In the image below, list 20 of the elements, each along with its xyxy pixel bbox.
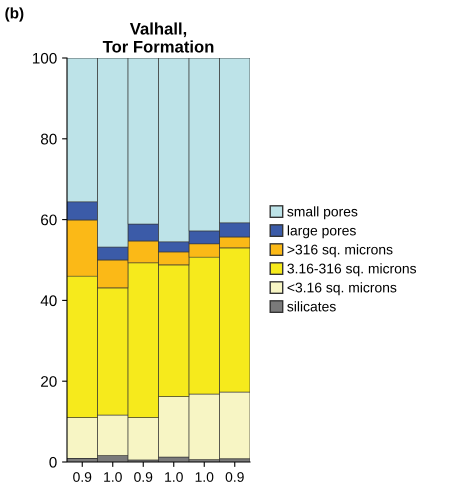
x-tick-label: 1.0 xyxy=(104,472,122,482)
legend-label: silicates xyxy=(287,301,336,312)
legend-label: large pores xyxy=(288,225,356,238)
legend-label: <3.16 sq. microns xyxy=(288,282,396,296)
x-tick-label: 0.9 xyxy=(226,472,244,482)
legend-label: >316 sq. microns xyxy=(288,244,393,258)
legend-label: 3.16-316 sq. microns xyxy=(287,263,416,276)
chart-title: Valhall, Tor Formation xyxy=(102,22,214,53)
y-tick-label: 80 xyxy=(40,134,57,144)
x-tick-label: 1.0 xyxy=(196,472,214,482)
x-tick-label: 0.9 xyxy=(73,472,92,482)
y-tick-label: 0 xyxy=(49,456,57,468)
y-tick-label: 40 xyxy=(40,295,57,306)
y-tick-label: 20 xyxy=(41,376,57,387)
y-tick-label: 100 xyxy=(32,52,57,64)
text: (b) xyxy=(5,7,24,22)
legend-label: small pores xyxy=(287,206,358,220)
x-tick-label: 1.0 xyxy=(165,472,183,482)
x-tick-label: 0.9 xyxy=(134,472,152,482)
y-tick-label: 60 xyxy=(41,214,57,226)
